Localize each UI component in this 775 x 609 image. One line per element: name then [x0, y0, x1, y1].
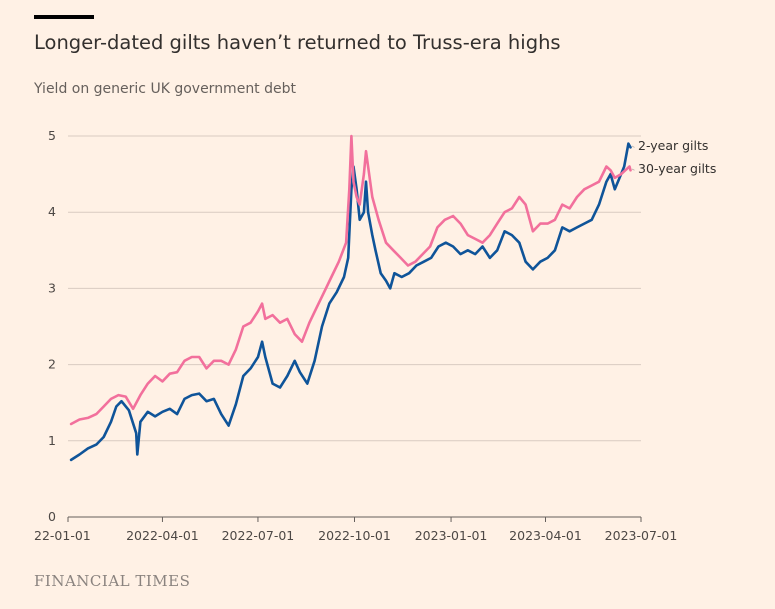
chart-subtitle: Yield on generic UK government debt — [34, 81, 297, 97]
x-tick-label: 2023-01-01 — [415, 528, 488, 543]
series-line-2-year — [69, 142, 632, 462]
line-chart: 0 1 2 3 4 5 22-01-01 2022-04-01 2022-07-01 2022-1… — [34, 128, 716, 543]
y-tick-label: 0 — [48, 509, 56, 524]
y-tick-label: 1 — [48, 433, 56, 448]
x-tick-label: 2023-07-01 — [605, 528, 678, 543]
legend-label-30-year: 30-year gilts — [638, 161, 716, 176]
legend-leader-line — [631, 168, 635, 171]
x-tick-label: 22-01-01 — [34, 528, 91, 543]
title-accent-bar — [34, 15, 94, 19]
x-tick-label: 2022-04-01 — [126, 528, 199, 543]
x-tick-label: 2022-10-01 — [318, 528, 391, 543]
source-credit: FINANCIAL TIMES — [34, 572, 191, 590]
legend-leader-line — [631, 145, 635, 148]
y-tick-label: 4 — [48, 204, 56, 219]
legend-label-2-year: 2-year gilts — [638, 138, 708, 153]
x-tick-label: 2022-07-01 — [222, 528, 295, 543]
y-tick-label: 2 — [48, 357, 56, 372]
y-tick-label: 5 — [48, 128, 56, 143]
y-tick-label: 3 — [48, 280, 56, 295]
series-line-30-year — [69, 134, 632, 426]
x-tick-label: 2023-04-01 — [509, 528, 582, 543]
chart-title: Longer-dated gilts haven’t returned to T… — [34, 31, 561, 54]
